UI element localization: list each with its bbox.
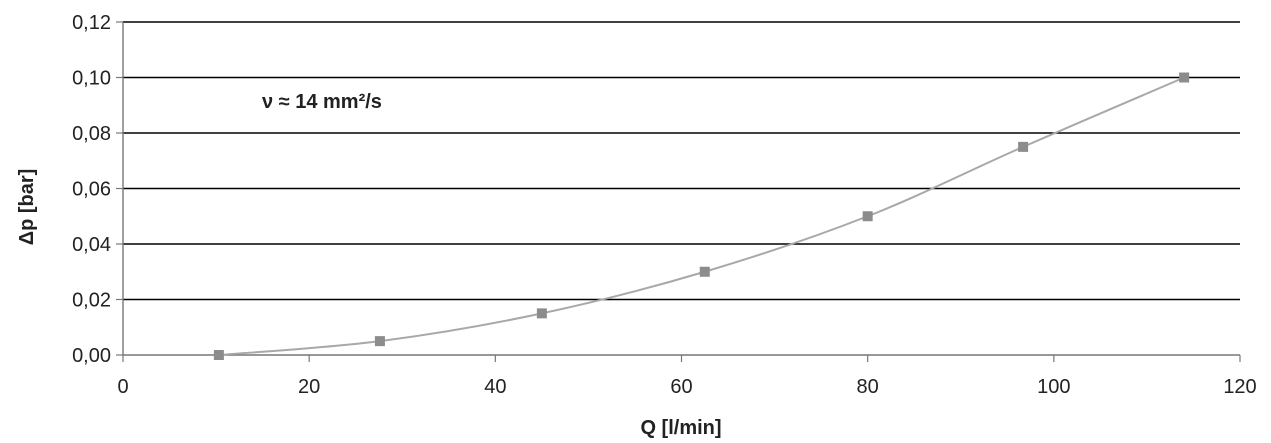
data-point-0 (213, 350, 224, 360)
y-tick-labels: 0,00 0,02 0,04 0,06 0,08 0,10 0,12 (72, 12, 111, 367)
x-tick-label: 120 (1223, 376, 1256, 398)
data-point-6 (1179, 72, 1190, 83)
x-tick-label: 80 (857, 376, 879, 398)
data-point-1 (374, 336, 385, 347)
x-axis-title: Q [l/min] (640, 417, 721, 439)
axes (116, 21, 1241, 362)
x-tick-label: 60 (670, 376, 692, 398)
y-tick-label: 0,02 (72, 290, 111, 312)
y-tick-label: 0,04 (72, 234, 111, 256)
y-tick-label: 0,06 (72, 179, 111, 201)
y-tick-label: 0,12 (72, 12, 111, 34)
data-point-4 (862, 211, 873, 222)
y-tick-label: 0,00 (72, 345, 111, 367)
grid-lines (123, 21, 1240, 301)
x-tick-label: 0 (117, 376, 128, 398)
series-line (218, 76, 1185, 356)
y-axis-title: Δp [bar] (16, 169, 38, 246)
y-tick-label: 0,08 (72, 123, 111, 145)
x-tick-label: 40 (484, 376, 506, 398)
data-point-2 (536, 308, 547, 319)
viscosity-annotation: ν ≈ 14 mm²/s (262, 91, 382, 113)
data-point-5 (1018, 141, 1029, 152)
x-tick-label: 100 (1037, 376, 1070, 398)
x-tick-labels: 0 20 40 60 80 100 120 (117, 376, 1256, 398)
y-tick-label: 0,10 (72, 68, 111, 90)
series (213, 72, 1190, 360)
data-point-3 (699, 266, 710, 277)
x-tick-label: 20 (298, 376, 320, 398)
